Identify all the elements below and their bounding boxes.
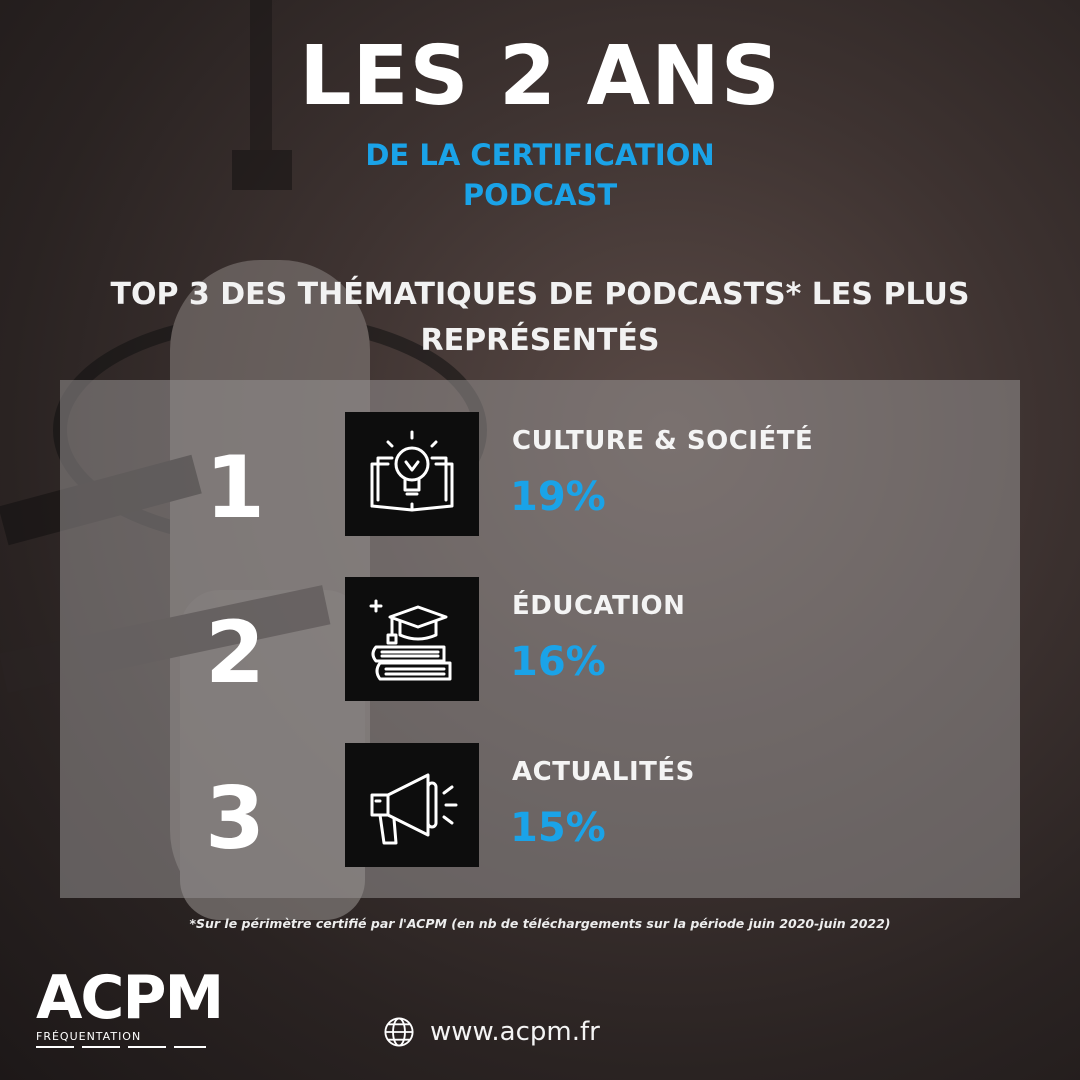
rank-3-number: 3 (205, 769, 265, 869)
heading-line-1: TOP 3 DES THÉMATIQUES DE PODCASTS* LES P… (110, 277, 970, 312)
rank-3-category: ACTUALITÉS (512, 757, 695, 787)
section-heading: TOP 3 DES THÉMATIQUES DE PODCASTS* LES P… (70, 272, 1010, 364)
footnote: *Sur le périmètre certifié par l'ACPM (e… (189, 916, 891, 931)
globe-icon (384, 1017, 414, 1047)
page-subtitle: DE LA CERTIFICATION PODCAST (0, 135, 1080, 215)
rank-1-number: 1 (205, 438, 265, 538)
rank-2-number: 2 (205, 603, 265, 703)
logo-rule (36, 1046, 206, 1048)
rank-1-category: CULTURE & SOCIÉTÉ (512, 426, 814, 456)
acpm-logo: ACPM FRÉQUENTATION (36, 963, 224, 1048)
rank-3-percent: 15% (510, 805, 606, 851)
rank-3-icon-box (345, 743, 479, 867)
rank-2-category: ÉDUCATION (512, 591, 686, 621)
website-link[interactable]: www.acpm.fr (382, 1012, 600, 1052)
heading-line-2: REPRÉSENTÉS (420, 323, 660, 358)
graduation-books-icon (369, 599, 452, 681)
rank-1-percent: 19% (510, 474, 606, 520)
logo-subtitle: FRÉQUENTATION (36, 1030, 142, 1043)
rank-2-percent: 16% (510, 639, 606, 685)
subtitle-line-1: DE LA CERTIFICATION (365, 138, 715, 172)
logo-text: ACPM (36, 963, 224, 1033)
rank-2-icon-box (345, 577, 479, 701)
lightbulb-book-icon (370, 430, 454, 512)
website-text[interactable]: www.acpm.fr (430, 1017, 600, 1047)
page-title: LES 2 ANS (299, 29, 781, 124)
megaphone-icon (370, 773, 458, 845)
subtitle-line-2: PODCAST (462, 178, 618, 212)
ranking-panel (60, 380, 1020, 898)
rank-1-icon-box (345, 412, 479, 536)
